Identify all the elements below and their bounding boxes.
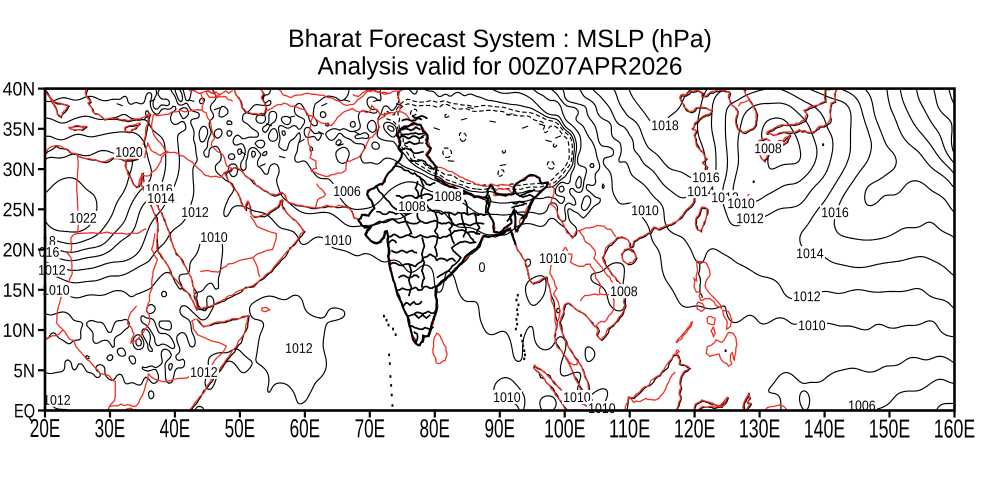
svg-text:1010: 1010 bbox=[200, 229, 228, 245]
svg-text:1010: 1010 bbox=[493, 389, 521, 405]
svg-text:25N: 25N bbox=[3, 199, 36, 221]
svg-text:1008: 1008 bbox=[398, 198, 426, 214]
svg-text:1012: 1012 bbox=[793, 288, 821, 304]
svg-text:20E: 20E bbox=[30, 413, 61, 443]
svg-text:EQ: EQ bbox=[14, 400, 35, 422]
svg-text:80E: 80E bbox=[419, 413, 450, 443]
svg-text:40E: 40E bbox=[160, 413, 191, 443]
svg-text:130E: 130E bbox=[739, 413, 781, 443]
svg-text:1008: 1008 bbox=[754, 140, 782, 156]
svg-text:1010: 1010 bbox=[631, 202, 659, 218]
svg-text:1014: 1014 bbox=[687, 183, 715, 199]
svg-text:1012: 1012 bbox=[285, 340, 313, 356]
svg-text:1006: 1006 bbox=[848, 397, 876, 413]
svg-text:1012: 1012 bbox=[38, 262, 66, 278]
svg-text:1010: 1010 bbox=[588, 400, 616, 416]
svg-text:140E: 140E bbox=[804, 413, 846, 443]
svg-text:1014: 1014 bbox=[147, 190, 175, 206]
svg-text:20N: 20N bbox=[3, 240, 36, 262]
svg-text:1014: 1014 bbox=[796, 245, 824, 261]
svg-text:1010: 1010 bbox=[727, 195, 755, 211]
svg-text:40N: 40N bbox=[3, 79, 36, 101]
svg-text:1008: 1008 bbox=[610, 283, 638, 299]
svg-text:1010: 1010 bbox=[798, 317, 826, 333]
svg-text:1016: 1016 bbox=[692, 169, 720, 185]
svg-text:1006: 1006 bbox=[333, 183, 361, 199]
svg-text:0: 0 bbox=[478, 259, 485, 275]
svg-text:60E: 60E bbox=[290, 413, 321, 443]
svg-text:30E: 30E bbox=[95, 413, 126, 443]
svg-text:1022: 1022 bbox=[69, 210, 97, 226]
svg-text:Bharat Forecast System : MSLP: Bharat Forecast System : MSLP (hPa) bbox=[288, 25, 712, 53]
svg-text:50E: 50E bbox=[225, 413, 256, 443]
svg-text:1012: 1012 bbox=[736, 210, 764, 226]
svg-text:10N: 10N bbox=[3, 320, 36, 342]
svg-text:1012: 1012 bbox=[181, 204, 209, 220]
svg-text:1010: 1010 bbox=[539, 250, 567, 266]
svg-text:160E: 160E bbox=[934, 414, 976, 444]
svg-text:1016: 1016 bbox=[821, 204, 849, 220]
svg-text:1010: 1010 bbox=[563, 389, 591, 405]
svg-text:016: 016 bbox=[39, 244, 60, 260]
svg-text:1008: 1008 bbox=[434, 188, 462, 204]
svg-text:100E: 100E bbox=[544, 413, 586, 443]
svg-text:1012: 1012 bbox=[43, 392, 71, 408]
svg-text:1012: 1012 bbox=[190, 364, 218, 380]
svg-text:5N: 5N bbox=[14, 360, 36, 382]
svg-text:35N: 35N bbox=[3, 119, 36, 141]
svg-text:90E: 90E bbox=[484, 413, 515, 443]
svg-text:1010: 1010 bbox=[324, 232, 352, 248]
svg-text:110E: 110E bbox=[609, 413, 651, 443]
svg-text:1010: 1010 bbox=[42, 282, 70, 298]
svg-text:70E: 70E bbox=[355, 413, 386, 443]
svg-text:30N: 30N bbox=[3, 159, 36, 181]
svg-text:120E: 120E bbox=[674, 413, 716, 443]
svg-text:1020: 1020 bbox=[115, 144, 143, 160]
svg-text:150E: 150E bbox=[869, 413, 911, 443]
svg-text:15N: 15N bbox=[3, 280, 36, 302]
svg-text:Analysis valid for 00Z07APR202: Analysis valid for 00Z07APR2026 bbox=[317, 52, 682, 80]
svg-text:1018: 1018 bbox=[651, 117, 679, 133]
